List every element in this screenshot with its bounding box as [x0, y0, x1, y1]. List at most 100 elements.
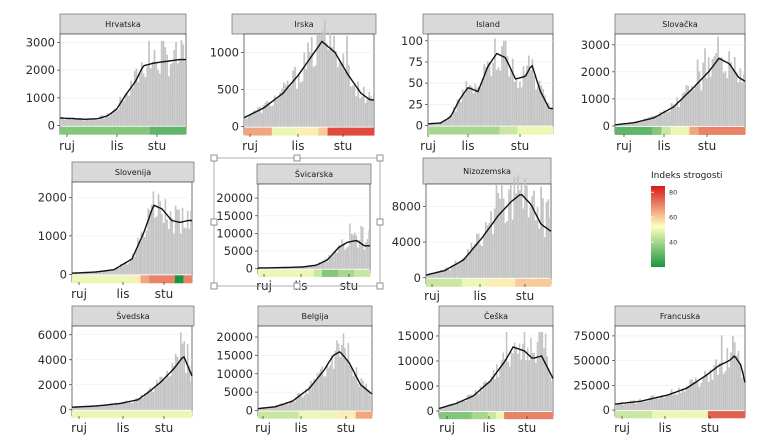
daily-bar: [674, 106, 677, 126]
daily-bar: [150, 204, 153, 275]
daily-bar: [171, 362, 174, 410]
strictness-tile: [735, 126, 746, 135]
panel-island: Island 0 25 50 75 100 ruj lis stu: [401, 13, 554, 153]
resize-handle[interactable]: [210, 282, 218, 290]
daily-bar: [154, 386, 156, 410]
daily-bar: [124, 93, 127, 126]
daily-bar: [181, 343, 184, 410]
daily-bar: [339, 357, 341, 411]
panel-nizozemska: Nizozemska 0 4000 8000 ruj lis stu: [392, 157, 552, 303]
strictness-tile: [633, 126, 644, 135]
daily-bar: [115, 110, 118, 126]
daily-bar: [261, 407, 263, 411]
daily-bar: [137, 397, 139, 410]
daily-bar: [527, 217, 530, 278]
daily-bar: [471, 396, 474, 411]
daily-bar: [85, 119, 87, 126]
daily-bar: [130, 258, 132, 275]
daily-bar: [730, 352, 732, 411]
daily-bar: [519, 81, 521, 126]
daily-bar: [730, 62, 732, 126]
resize-handle[interactable]: [376, 218, 384, 226]
daily-bar: [644, 401, 647, 411]
daily-bar: [168, 76, 170, 126]
daily-bar: [169, 64, 172, 126]
daily-bar: [336, 67, 339, 127]
daily-bar: [654, 399, 656, 411]
strictness-tile: [174, 410, 184, 418]
daily-bar: [156, 216, 158, 275]
panel-švedska: Švedska 0 2000 4000 6000 ruj lis stu: [38, 305, 195, 435]
daily-bar: [459, 262, 462, 278]
daily-bar: [296, 88, 298, 127]
daily-bar: [650, 116, 653, 126]
daily-bars: [615, 335, 745, 411]
daily-bar: [473, 396, 475, 411]
panel-title: Island: [476, 20, 500, 29]
daily-bar: [481, 245, 484, 278]
strictness-tile: [428, 126, 438, 135]
strictness-tile: [331, 411, 340, 419]
daily-bar: [305, 69, 308, 127]
strictness-tile: [338, 269, 347, 277]
y-tick-label: 20000: [216, 191, 253, 205]
daily-bar: [693, 89, 695, 126]
daily-bar: [447, 267, 450, 278]
daily-bar: [626, 124, 628, 126]
daily-bar: [137, 81, 140, 126]
daily-bar: [142, 398, 144, 410]
daily-bar: [492, 234, 494, 278]
daily-bar: [362, 86, 365, 127]
panel-title: Švicarska: [295, 168, 333, 179]
strictness-tile: [512, 412, 521, 420]
daily-bar: [126, 403, 129, 410]
daily-bar: [305, 388, 307, 411]
resize-handle[interactable]: [376, 154, 384, 162]
strictness-tile: [670, 126, 681, 135]
daily-bar: [541, 332, 544, 411]
daily-bar: [674, 393, 677, 411]
daily-bar: [502, 198, 505, 278]
x-tick-label: ruj: [59, 139, 75, 153]
daily-bar: [490, 211, 492, 278]
legend-title: Indeks strogosti: [651, 171, 723, 181]
daily-bar: [737, 82, 740, 126]
strictness-tile: [266, 269, 275, 277]
daily-bar: [141, 62, 143, 126]
daily-bar: [357, 81, 360, 127]
daily-bar: [520, 359, 522, 411]
resize-handle[interactable]: [376, 282, 384, 290]
daily-bar: [520, 87, 523, 126]
resize-handle[interactable]: [210, 218, 218, 226]
daily-bar: [443, 406, 446, 411]
average-line: [614, 57, 746, 126]
daily-bar: [166, 370, 168, 410]
daily-bar: [294, 267, 297, 269]
daily-bar: [648, 116, 651, 126]
daily-bar: [157, 194, 160, 275]
daily-bar: [286, 80, 289, 127]
daily-bar: [458, 403, 461, 411]
daily-bar: [169, 375, 172, 410]
strictness-tile: [615, 411, 625, 419]
y-tick-label: 1000: [210, 46, 239, 60]
daily-bar: [145, 230, 148, 275]
resize-handle[interactable]: [293, 154, 301, 162]
daily-bar: [687, 385, 690, 411]
strictness-tile: [661, 411, 672, 419]
daily-bar: [316, 373, 319, 411]
daily-bar: [101, 270, 103, 275]
strictness-tile: [298, 411, 308, 419]
resize-handle[interactable]: [293, 282, 301, 290]
strictness-tile: [544, 126, 554, 135]
y-tick-label: 10000: [397, 354, 434, 368]
daily-bar: [517, 88, 519, 126]
daily-bar: [535, 89, 537, 126]
daily-bar: [700, 382, 703, 411]
daily-bar: [266, 407, 268, 411]
resize-handle[interactable]: [210, 154, 218, 162]
daily-bar: [365, 242, 367, 269]
selection-frame[interactable]: [210, 154, 384, 290]
daily-bar: [453, 107, 455, 126]
daily-bar: [720, 335, 723, 411]
